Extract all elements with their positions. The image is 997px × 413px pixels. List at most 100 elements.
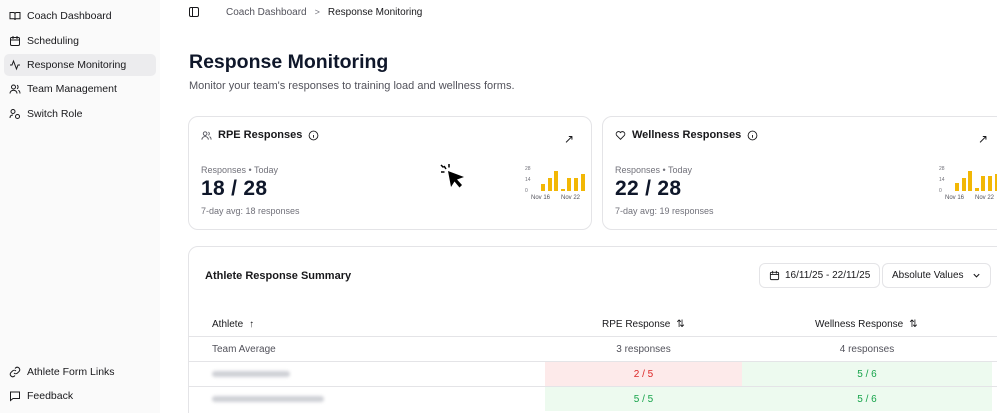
sidebar-item-label: Team Management	[27, 83, 117, 95]
rpe-response-cell: 5 / 5	[545, 387, 742, 411]
date-range-button[interactable]: 16/11/25 - 22/11/25	[759, 263, 881, 288]
sidebar-item-feedback[interactable]: Feedback	[4, 385, 156, 407]
mini-chart-x-end: Nov 22	[975, 195, 995, 201]
book-open-icon	[9, 10, 21, 22]
mini-chart-bar	[974, 187, 979, 191]
breadcrumb-current: Response Monitoring	[327, 6, 423, 18]
calendar-icon	[769, 270, 780, 281]
column-header-athlete-label: Athlete	[212, 319, 244, 330]
rpe-mini-chart: 28 14 0 Nov 16 Nov 22	[525, 163, 587, 207]
mini-chart-bar	[994, 173, 997, 191]
breadcrumb-parent[interactable]: Coach Dashboard	[226, 6, 307, 18]
team-average-rpe: 3 responses	[616, 343, 671, 355]
mini-chart-bar	[981, 176, 986, 191]
athlete-name-redacted	[212, 387, 324, 411]
sidebar-item-coach-dashboard[interactable]: Coach Dashboard	[4, 5, 156, 27]
arrow-up-right-icon[interactable]: ↗	[564, 132, 575, 146]
users-icon	[201, 130, 212, 141]
value-mode-select[interactable]: Absolute Values	[882, 263, 991, 288]
wellness-response-cell: 5 / 6	[742, 362, 992, 386]
wellness-response-cell: 5 / 6	[742, 387, 992, 411]
info-icon[interactable]	[308, 130, 319, 141]
users-icon	[9, 83, 21, 95]
breadcrumb-separator: >	[314, 7, 320, 17]
sidebar-item-switch-role[interactable]: Switch Role	[4, 103, 156, 125]
mini-chart-bar	[547, 178, 552, 191]
table-row[interactable]: 2 / 5 5 / 6	[189, 361, 997, 386]
rpe-card-title-text: RPE Responses	[218, 129, 303, 141]
team-average-label: Team Average	[212, 343, 276, 355]
mini-chart-y-tick: 0	[939, 188, 942, 194]
rpe-responses-card[interactable]: RPE Responses ↗ Responses • Today 18 / 2…	[188, 116, 592, 230]
rpe-card-value: 18 / 28	[201, 177, 268, 200]
date-range-label: 16/11/25 - 22/11/25	[785, 270, 871, 281]
sort-icon: ⇅	[909, 319, 918, 330]
column-header-wellness[interactable]: Wellness Response ⇅	[815, 319, 918, 330]
team-average-wellness: 4 responses	[839, 343, 895, 355]
column-header-wellness-label: Wellness Response	[815, 319, 904, 330]
sidebar-item-label: Response Monitoring	[27, 59, 127, 71]
rpe-card-title: RPE Responses	[201, 129, 319, 141]
athlete-response-summary-card: Athlete Response Summary 16/11/25 - 22/1…	[188, 246, 997, 413]
mini-chart-bar	[968, 171, 973, 191]
rpe-response-cell: 2 / 5	[545, 362, 742, 386]
mini-chart-x-end: Nov 22	[561, 195, 581, 201]
sidebar-item-label: Switch Role	[27, 108, 83, 120]
wellness-responses-card[interactable]: Wellness Responses ↗ Responses • Today 2…	[602, 116, 997, 230]
wellness-card-title: Wellness Responses	[615, 129, 758, 141]
mini-chart-y-tick: 0	[525, 188, 528, 194]
mini-chart-y-tick: 28	[525, 166, 531, 172]
sidebar-item-response-monitoring[interactable]: Response Monitoring	[4, 54, 156, 76]
table-row[interactable]: 5 / 5 5 / 6	[189, 386, 997, 411]
sidebar-item-team-management[interactable]: Team Management	[4, 78, 156, 100]
sidebar-item-athlete-form-links[interactable]: Athlete Form Links	[4, 361, 156, 383]
mini-chart-y-tick: 14	[939, 177, 945, 183]
wellness-mini-chart: 28 14 0 Nov 16 Nov 22	[939, 163, 997, 207]
mouse-pointer-click-icon	[440, 164, 464, 188]
sidebar-item-label: Coach Dashboard	[27, 10, 112, 22]
link-icon	[9, 366, 21, 378]
mini-chart-bar	[988, 176, 992, 191]
mini-chart-bar	[961, 177, 966, 191]
mini-chart-bar	[580, 173, 585, 191]
sidebar-item-label: Feedback	[27, 390, 74, 402]
mini-chart-y-tick: 14	[525, 177, 531, 183]
column-header-rpe-label: RPE Response	[602, 319, 671, 330]
mini-chart-bar	[554, 171, 559, 191]
mini-chart-x-start: Nov 16	[945, 195, 965, 201]
message-square-icon	[9, 390, 21, 402]
wellness-card-value: 22 / 28	[615, 177, 682, 200]
user-switch-icon	[9, 108, 21, 120]
column-header-athlete[interactable]: Athlete ↑	[212, 319, 254, 330]
heart-icon	[615, 130, 626, 141]
info-icon[interactable]	[747, 130, 758, 141]
column-header-rpe[interactable]: RPE Response ⇅	[602, 319, 685, 330]
arrow-up-right-icon[interactable]: ↗	[978, 132, 989, 146]
mini-chart-y-tick: 28	[939, 166, 945, 172]
wellness-card-avg: 7-day avg: 19 responses	[615, 206, 714, 216]
mini-chart-bar	[560, 188, 565, 191]
sidebar-item-label: Athlete Form Links	[27, 366, 115, 378]
rpe-card-avg: 7-day avg: 18 responses	[201, 206, 300, 216]
table-row-team-average: Team Average 3 responses 4 responses	[189, 336, 997, 361]
mini-chart-bar	[541, 183, 545, 191]
mini-chart-x-start: Nov 16	[531, 195, 551, 201]
breadcrumb: Coach Dashboard > Response Monitoring	[188, 4, 422, 20]
sidebar-toggle-icon[interactable]	[188, 6, 200, 18]
value-mode-label: Absolute Values	[892, 270, 964, 281]
sidebar: Coach Dashboard Scheduling Response Moni…	[0, 0, 160, 413]
sidebar-item-label: Scheduling	[27, 35, 79, 47]
sidebar-item-scheduling[interactable]: Scheduling	[4, 30, 156, 52]
arrow-up-icon: ↑	[249, 319, 255, 330]
wellness-card-title-text: Wellness Responses	[632, 129, 742, 141]
athlete-name-redacted	[212, 362, 290, 386]
wellness-card-label: Responses • Today	[615, 165, 693, 175]
page-subtitle: Monitor your team's responses to trainin…	[189, 80, 515, 92]
mini-chart-bar	[955, 183, 959, 191]
rpe-card-label: Responses • Today	[201, 165, 279, 175]
activity-icon	[9, 59, 21, 71]
summary-title: Athlete Response Summary	[205, 270, 352, 282]
calendar-icon	[9, 35, 21, 47]
sort-icon: ⇅	[676, 319, 685, 330]
chevron-down-icon	[972, 271, 981, 280]
